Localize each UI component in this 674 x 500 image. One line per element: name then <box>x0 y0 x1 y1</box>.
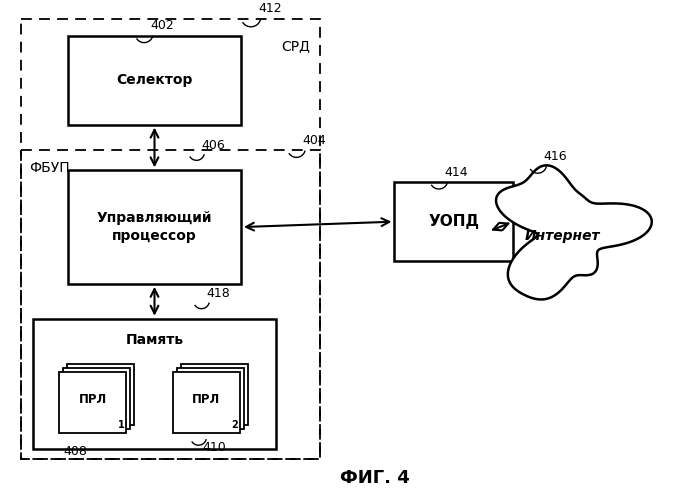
Text: ПРЛ: ПРЛ <box>79 393 106 406</box>
Text: 418: 418 <box>206 288 231 300</box>
Bar <box>22 19 320 459</box>
Bar <box>59 372 126 434</box>
Bar <box>22 150 320 459</box>
Text: ФИГ. 4: ФИГ. 4 <box>340 468 410 486</box>
Text: Память: Память <box>125 334 183 347</box>
Text: Интернет: Интернет <box>525 230 601 243</box>
Bar <box>177 368 244 430</box>
Text: Управляющий
процессор: Управляющий процессор <box>97 211 212 244</box>
Bar <box>68 36 241 124</box>
Bar <box>33 318 276 449</box>
Bar <box>63 368 130 430</box>
Text: ФБУП: ФБУП <box>30 161 70 175</box>
Text: 412: 412 <box>259 2 282 16</box>
Text: 410: 410 <box>202 440 226 454</box>
Text: 404: 404 <box>303 134 326 147</box>
Text: 408: 408 <box>63 445 87 458</box>
Text: 414: 414 <box>445 166 468 178</box>
Text: СРД: СРД <box>282 40 310 54</box>
Text: Селектор: Селектор <box>117 73 193 87</box>
Text: 416: 416 <box>544 150 568 163</box>
Polygon shape <box>496 166 652 300</box>
Text: 402: 402 <box>150 20 174 32</box>
Text: 2: 2 <box>232 420 239 430</box>
Text: 1: 1 <box>118 420 125 430</box>
Bar <box>394 182 513 261</box>
Text: ПРЛ: ПРЛ <box>192 393 220 406</box>
Text: УОПД: УОПД <box>428 214 479 229</box>
Bar <box>173 372 240 434</box>
Text: 406: 406 <box>202 139 225 152</box>
Bar <box>68 170 241 284</box>
Bar <box>67 364 134 426</box>
Bar <box>181 364 248 426</box>
